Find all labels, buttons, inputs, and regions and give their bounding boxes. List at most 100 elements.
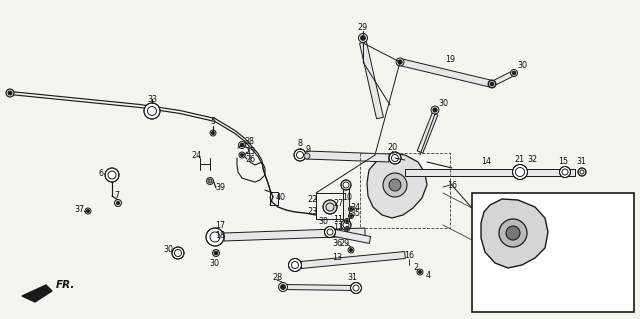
Circle shape bbox=[239, 152, 245, 158]
Circle shape bbox=[289, 258, 301, 271]
Circle shape bbox=[553, 201, 571, 219]
Polygon shape bbox=[330, 229, 371, 243]
Circle shape bbox=[351, 283, 362, 293]
Text: 38: 38 bbox=[244, 137, 254, 146]
Circle shape bbox=[360, 35, 365, 41]
Circle shape bbox=[417, 269, 423, 275]
Circle shape bbox=[511, 70, 518, 77]
Circle shape bbox=[240, 143, 244, 147]
Circle shape bbox=[433, 108, 437, 112]
Circle shape bbox=[348, 247, 354, 253]
Text: 6: 6 bbox=[99, 169, 104, 179]
Circle shape bbox=[344, 219, 349, 224]
Circle shape bbox=[398, 60, 402, 64]
Circle shape bbox=[358, 33, 367, 42]
Circle shape bbox=[344, 226, 349, 232]
Circle shape bbox=[346, 219, 348, 222]
Text: 30: 30 bbox=[517, 61, 527, 70]
Circle shape bbox=[389, 152, 401, 164]
Text: 2: 2 bbox=[413, 263, 419, 272]
Circle shape bbox=[8, 91, 12, 95]
Text: 29: 29 bbox=[358, 23, 368, 32]
Circle shape bbox=[488, 80, 496, 88]
Text: 36: 36 bbox=[332, 239, 342, 248]
Text: 22: 22 bbox=[307, 195, 317, 204]
Bar bbox=[472, 193, 634, 312]
Text: 13: 13 bbox=[332, 254, 342, 263]
Polygon shape bbox=[224, 228, 365, 241]
Circle shape bbox=[341, 220, 351, 230]
Text: 39: 39 bbox=[215, 183, 225, 192]
Circle shape bbox=[419, 270, 422, 274]
Text: 7: 7 bbox=[115, 190, 120, 199]
Text: 27: 27 bbox=[333, 198, 343, 207]
Circle shape bbox=[349, 249, 353, 252]
Circle shape bbox=[499, 219, 527, 247]
Circle shape bbox=[206, 228, 224, 246]
Text: 16: 16 bbox=[404, 251, 414, 261]
Text: 24: 24 bbox=[191, 152, 201, 160]
Circle shape bbox=[490, 82, 494, 86]
Polygon shape bbox=[481, 199, 548, 268]
Circle shape bbox=[349, 213, 353, 219]
Circle shape bbox=[6, 89, 14, 97]
Circle shape bbox=[431, 106, 439, 114]
Text: 35: 35 bbox=[350, 210, 360, 219]
Text: 20: 20 bbox=[387, 143, 397, 152]
Text: 10: 10 bbox=[342, 194, 352, 203]
Polygon shape bbox=[22, 285, 52, 302]
Polygon shape bbox=[283, 285, 356, 291]
Circle shape bbox=[241, 153, 244, 157]
Text: 28: 28 bbox=[272, 272, 282, 281]
Polygon shape bbox=[405, 168, 575, 175]
Circle shape bbox=[506, 226, 520, 240]
Circle shape bbox=[502, 259, 518, 275]
Circle shape bbox=[323, 200, 337, 214]
Polygon shape bbox=[306, 151, 389, 162]
Polygon shape bbox=[417, 113, 438, 153]
Text: 31: 31 bbox=[576, 157, 586, 166]
Circle shape bbox=[488, 80, 495, 87]
Text: 16: 16 bbox=[447, 181, 457, 189]
Circle shape bbox=[116, 202, 120, 204]
Circle shape bbox=[294, 149, 306, 161]
Circle shape bbox=[105, 168, 119, 182]
Polygon shape bbox=[491, 71, 515, 86]
Text: FR.: FR. bbox=[56, 280, 76, 290]
Text: 25: 25 bbox=[245, 147, 255, 157]
Text: 3: 3 bbox=[618, 303, 623, 313]
Text: 21: 21 bbox=[514, 155, 524, 165]
Text: 16: 16 bbox=[570, 203, 580, 211]
Text: 30: 30 bbox=[209, 259, 219, 269]
Circle shape bbox=[86, 209, 90, 213]
Circle shape bbox=[208, 179, 212, 183]
Text: 30: 30 bbox=[163, 246, 173, 255]
Text: 9: 9 bbox=[305, 145, 310, 154]
Text: 1: 1 bbox=[618, 293, 623, 301]
Text: 34: 34 bbox=[350, 203, 360, 211]
Circle shape bbox=[559, 167, 570, 177]
Polygon shape bbox=[367, 153, 427, 218]
Text: 11: 11 bbox=[333, 216, 343, 225]
Circle shape bbox=[349, 206, 353, 211]
Circle shape bbox=[115, 199, 122, 206]
Text: 16: 16 bbox=[503, 275, 513, 284]
Text: 19: 19 bbox=[445, 56, 455, 64]
Polygon shape bbox=[301, 251, 405, 269]
Polygon shape bbox=[343, 185, 349, 225]
Circle shape bbox=[389, 179, 401, 191]
Circle shape bbox=[349, 208, 353, 210]
Text: 40: 40 bbox=[276, 194, 286, 203]
Polygon shape bbox=[360, 42, 383, 119]
Text: 37: 37 bbox=[74, 204, 84, 213]
Bar bbox=[316, 193, 344, 219]
Circle shape bbox=[214, 251, 218, 255]
Circle shape bbox=[211, 131, 214, 135]
Circle shape bbox=[349, 215, 353, 217]
Circle shape bbox=[512, 71, 516, 75]
Text: 30: 30 bbox=[318, 218, 328, 226]
Text: 31: 31 bbox=[347, 273, 357, 283]
Circle shape bbox=[212, 249, 220, 256]
Circle shape bbox=[396, 58, 404, 66]
Circle shape bbox=[207, 177, 214, 184]
